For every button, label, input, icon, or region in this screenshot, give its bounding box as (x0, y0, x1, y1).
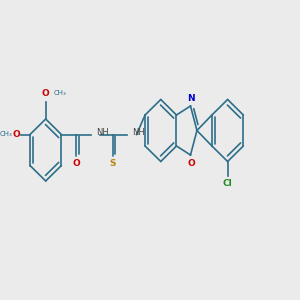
Text: O: O (42, 88, 50, 98)
Text: O: O (72, 158, 80, 167)
Text: N: N (187, 94, 195, 103)
Text: NH: NH (132, 128, 145, 137)
Text: NH: NH (96, 128, 109, 137)
Text: S: S (109, 158, 116, 167)
Text: Cl: Cl (223, 179, 232, 188)
Text: O: O (13, 130, 21, 139)
Text: O: O (187, 158, 195, 167)
Text: CH₃: CH₃ (0, 131, 12, 137)
Text: CH₃: CH₃ (54, 90, 67, 96)
